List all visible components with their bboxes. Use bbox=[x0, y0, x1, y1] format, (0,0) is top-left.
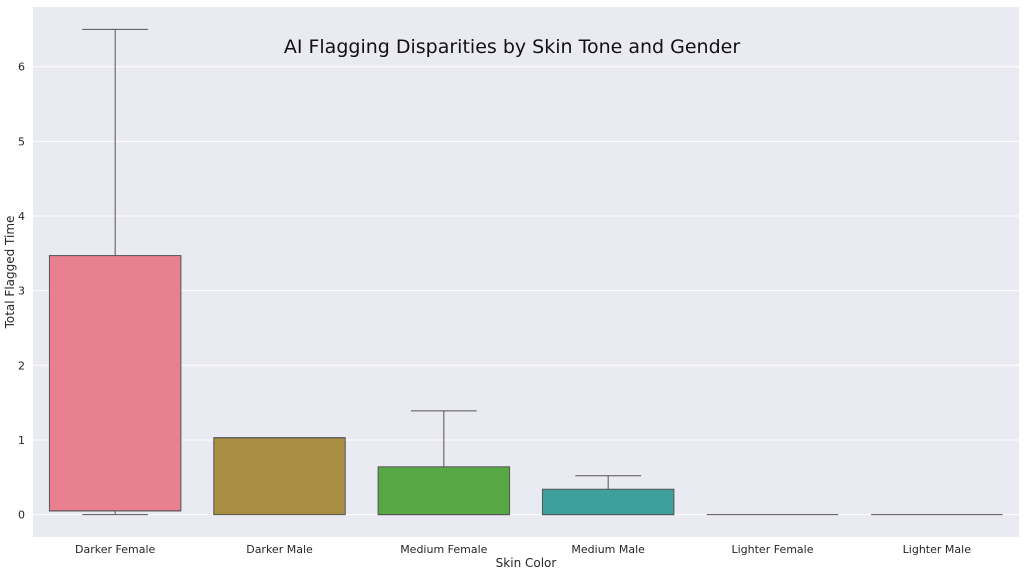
x-tick-label: Darker Male bbox=[246, 543, 313, 556]
box-body bbox=[377, 466, 511, 516]
box-body bbox=[213, 437, 346, 516]
y-tick-label: 3 bbox=[18, 285, 25, 298]
y-axis-label: Total Flagged Time bbox=[3, 216, 17, 330]
box-plot-series bbox=[48, 28, 1003, 516]
x-axis-label: Skin Color bbox=[496, 556, 557, 570]
y-tick-label: 1 bbox=[18, 434, 25, 447]
x-tick-label: Darker Female bbox=[75, 543, 156, 556]
x-tick-label: Lighter Female bbox=[731, 543, 813, 556]
gridlines bbox=[33, 66, 1019, 516]
box-body bbox=[48, 255, 182, 512]
y-tick-label: 5 bbox=[18, 135, 25, 148]
box-darker-female bbox=[48, 28, 182, 516]
x-tick-label: Lighter Male bbox=[903, 543, 972, 556]
box-body bbox=[541, 488, 675, 516]
chart-title: AI Flagging Disparities by Skin Tone and… bbox=[284, 36, 741, 58]
x-tick-label: Medium Male bbox=[571, 543, 645, 556]
x-tick-label: Medium Female bbox=[400, 543, 487, 556]
y-tick-label: 0 bbox=[18, 509, 25, 522]
y-tick-label: 6 bbox=[18, 61, 25, 74]
y-tick-label: 4 bbox=[18, 210, 25, 223]
plot-background bbox=[33, 7, 1019, 537]
x-axis-ticks: Darker Female Darker Male Medium Female Med… bbox=[75, 543, 971, 556]
y-tick-label: 2 bbox=[18, 359, 25, 372]
box-medium-male bbox=[541, 475, 675, 516]
y-axis-ticks: 0 1 2 3 4 5 6 bbox=[18, 61, 25, 522]
box-darker-male bbox=[213, 437, 346, 516]
box-medium-female bbox=[377, 410, 511, 516]
